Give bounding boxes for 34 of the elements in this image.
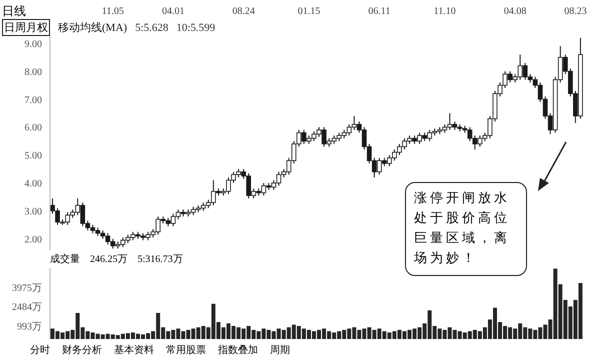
x-tick-label: 08.24 (232, 6, 255, 17)
text: 5:316.73万 (138, 253, 183, 266)
y-tick-label: 6.00 (24, 122, 42, 134)
y-tick-label: 993万 (17, 322, 42, 333)
y-tick-label: 2.00 (24, 234, 42, 246)
y-tick-label: 3.00 (24, 206, 42, 218)
text: 基本资料 (114, 344, 154, 357)
x-tick-label: 06.11 (368, 6, 390, 17)
x-tick-label: 11.10 (434, 6, 456, 17)
text: 5:5.628 (135, 22, 168, 34)
text: 10:5.599 (176, 22, 216, 34)
chart-title: 日线 (2, 3, 26, 20)
text: 周期 (270, 344, 290, 357)
y-tick-label: 5.00 (24, 150, 42, 162)
y-tick-label: 3975万 (12, 282, 42, 294)
text: 常用股票 (166, 344, 206, 357)
y-tick-label: 9.00 (24, 38, 42, 50)
text: 分时 (30, 344, 50, 357)
y-tick-label: 7.00 (24, 94, 42, 106)
x-tick-label: 01.15 (298, 6, 320, 17)
text: 日周月权 (2, 19, 50, 36)
annotation: 涨停开闸放水处于股价高位巨量区域，离场为妙！ (405, 182, 527, 276)
y-tick-label: 4.00 (24, 178, 42, 190)
text: 246.25万 (90, 253, 128, 266)
x-tick-label: 11.05 (102, 6, 124, 17)
x-tick-label: 08.23 (564, 6, 587, 17)
chart-title: 成交量 (50, 252, 80, 266)
x-tick-label: 04.08 (504, 6, 526, 17)
text: 指数叠加 (218, 344, 258, 357)
text: 移动均线(MA) (58, 21, 128, 35)
y-tick-label: 2484万 (12, 302, 42, 314)
text: 财务分析 (62, 344, 102, 357)
x-tick-label: 04.01 (162, 6, 184, 17)
y-tick-label: 8.00 (24, 66, 42, 78)
